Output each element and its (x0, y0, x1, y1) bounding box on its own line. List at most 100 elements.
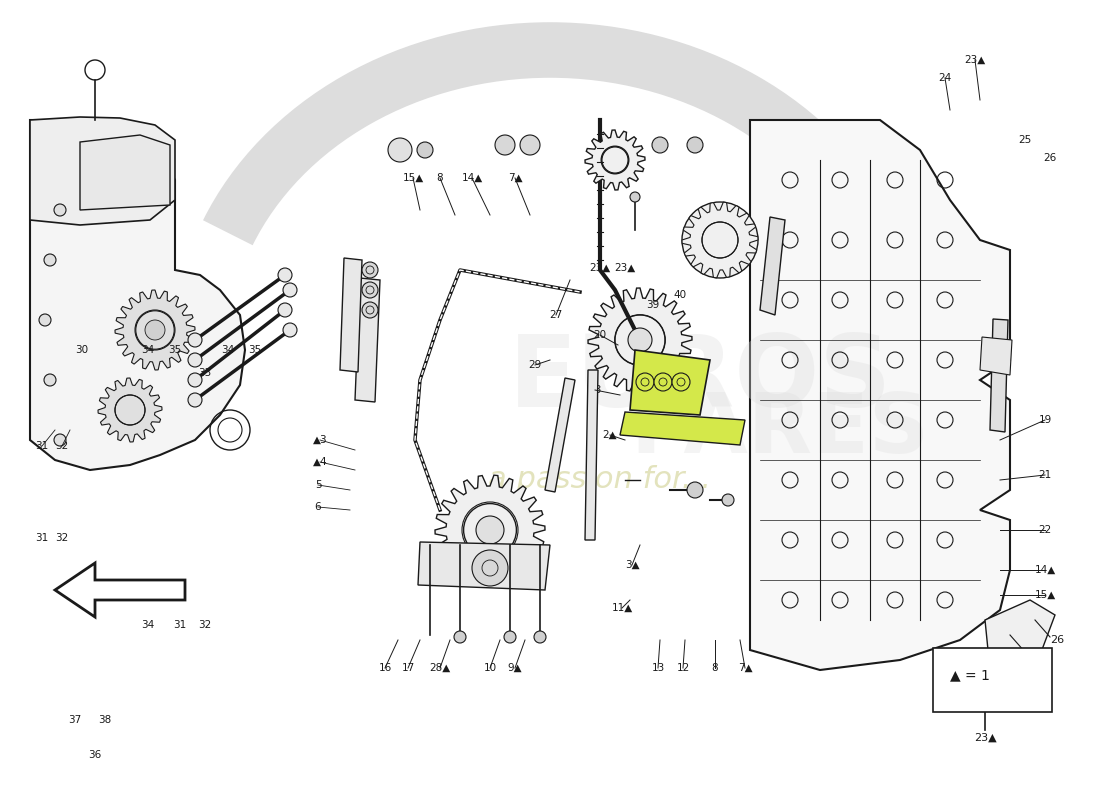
Circle shape (472, 550, 508, 586)
Circle shape (278, 303, 292, 317)
Polygon shape (980, 337, 1012, 375)
Circle shape (652, 137, 668, 153)
Text: 14▲: 14▲ (1034, 565, 1056, 575)
Text: 22: 22 (1038, 525, 1052, 535)
Circle shape (688, 137, 703, 153)
Polygon shape (355, 278, 380, 402)
Circle shape (534, 631, 546, 643)
Text: 26: 26 (1050, 635, 1064, 645)
Text: 5: 5 (315, 480, 321, 490)
Text: 32: 32 (55, 441, 68, 451)
Text: EUROS: EUROS (508, 331, 892, 429)
Text: 14▲: 14▲ (461, 173, 483, 183)
Text: 34: 34 (221, 345, 234, 355)
Circle shape (145, 320, 165, 340)
Polygon shape (585, 130, 645, 190)
Polygon shape (340, 258, 362, 372)
Text: ▲4: ▲4 (312, 457, 328, 467)
Circle shape (615, 314, 666, 365)
Polygon shape (990, 319, 1008, 432)
Text: 7▲: 7▲ (508, 173, 522, 183)
Circle shape (188, 353, 202, 367)
Circle shape (39, 314, 51, 326)
Text: 2▲: 2▲ (603, 430, 617, 440)
Text: PARES: PARES (630, 390, 930, 470)
Circle shape (454, 631, 466, 643)
Text: 28▲: 28▲ (429, 663, 451, 673)
Circle shape (672, 373, 690, 391)
Text: ▲ = 1: ▲ = 1 (950, 668, 990, 682)
Polygon shape (116, 290, 195, 370)
FancyBboxPatch shape (933, 648, 1052, 712)
Text: 23▲: 23▲ (615, 263, 636, 273)
Text: 34: 34 (142, 345, 155, 355)
Text: 23▲: 23▲ (965, 55, 986, 65)
Text: 12: 12 (676, 663, 690, 673)
Polygon shape (55, 563, 185, 617)
Text: 35: 35 (249, 345, 262, 355)
Text: ▲3: ▲3 (312, 435, 328, 445)
Circle shape (702, 222, 738, 258)
Circle shape (628, 328, 652, 352)
Text: 23▲: 23▲ (590, 263, 610, 273)
Circle shape (188, 373, 202, 387)
Circle shape (630, 192, 640, 202)
Text: 26: 26 (1044, 153, 1057, 163)
Circle shape (654, 373, 672, 391)
Text: 6: 6 (315, 502, 321, 512)
Circle shape (362, 262, 378, 278)
Polygon shape (585, 370, 598, 540)
Text: 15▲: 15▲ (403, 173, 424, 183)
Text: 33: 33 (198, 368, 211, 378)
Circle shape (688, 482, 703, 498)
Text: 8: 8 (437, 173, 443, 183)
Text: 29: 29 (528, 360, 541, 370)
Circle shape (495, 135, 515, 155)
Circle shape (44, 254, 56, 266)
Text: 10: 10 (483, 663, 496, 673)
Text: 13: 13 (651, 663, 664, 673)
Text: 31: 31 (35, 533, 48, 543)
Circle shape (283, 323, 297, 337)
Circle shape (135, 310, 174, 349)
Text: 24: 24 (938, 73, 952, 83)
Text: 35: 35 (168, 345, 182, 355)
Text: 7▲: 7▲ (738, 663, 752, 673)
Text: 3▲: 3▲ (625, 560, 639, 570)
Circle shape (463, 504, 516, 557)
Text: 31: 31 (174, 620, 187, 630)
Circle shape (602, 146, 629, 174)
Text: 27: 27 (549, 310, 562, 320)
Polygon shape (682, 202, 758, 278)
Polygon shape (630, 350, 710, 415)
Text: 25: 25 (1019, 135, 1032, 145)
Circle shape (362, 282, 378, 298)
Text: 23▲: 23▲ (974, 733, 997, 743)
Polygon shape (30, 117, 175, 225)
Text: 25: 25 (1025, 650, 1040, 660)
Circle shape (722, 494, 734, 506)
Text: 20: 20 (593, 330, 606, 340)
Polygon shape (760, 217, 785, 315)
Text: 32: 32 (55, 533, 68, 543)
Circle shape (504, 631, 516, 643)
Text: 17: 17 (402, 663, 415, 673)
Text: 21: 21 (1038, 470, 1052, 480)
Polygon shape (620, 412, 745, 445)
Text: 36: 36 (88, 750, 101, 760)
Polygon shape (80, 135, 170, 210)
Text: 32: 32 (198, 620, 211, 630)
Circle shape (116, 395, 145, 425)
Text: 37: 37 (68, 715, 81, 725)
Circle shape (520, 135, 540, 155)
Text: 34: 34 (142, 620, 155, 630)
Text: 38: 38 (98, 715, 111, 725)
Circle shape (388, 138, 412, 162)
Circle shape (188, 333, 202, 347)
Circle shape (44, 374, 56, 386)
Text: 19: 19 (1038, 415, 1052, 425)
Polygon shape (30, 120, 245, 470)
Text: 24: 24 (953, 703, 967, 713)
Circle shape (278, 268, 292, 282)
Text: 31: 31 (35, 441, 48, 451)
